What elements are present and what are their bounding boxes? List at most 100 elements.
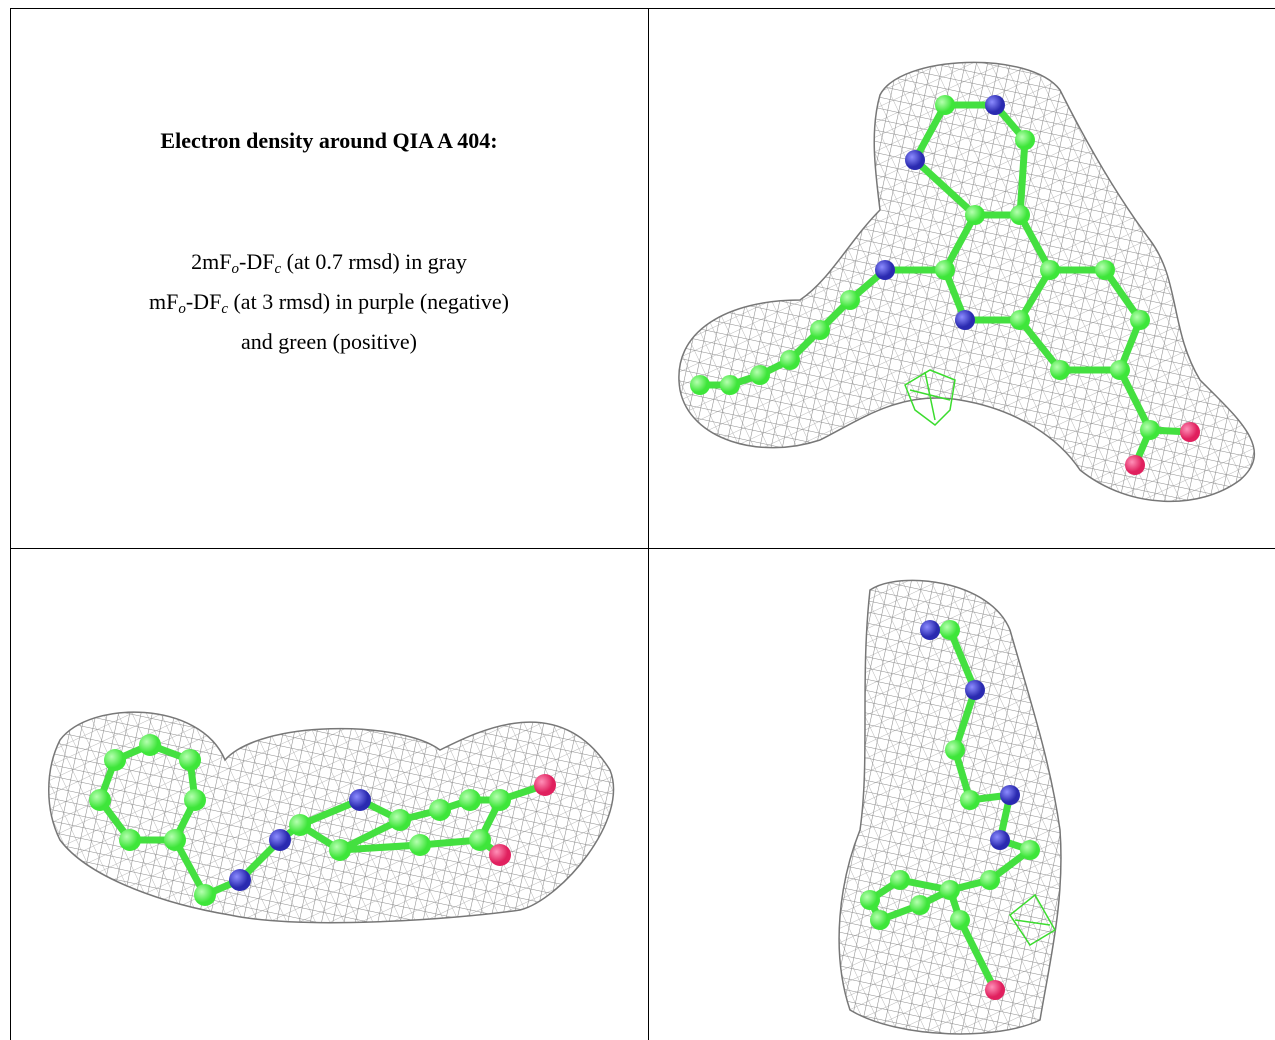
table-border xyxy=(10,8,1275,9)
atom xyxy=(289,814,311,836)
bond xyxy=(336,816,404,854)
subscript: c xyxy=(274,261,282,277)
atom xyxy=(139,734,161,756)
atom xyxy=(1180,422,1200,442)
atom xyxy=(469,829,491,851)
atom xyxy=(1110,360,1130,380)
atom xyxy=(940,880,960,900)
atom xyxy=(965,205,985,225)
atom xyxy=(194,884,216,906)
density-mesh xyxy=(838,579,1062,1035)
atom xyxy=(1125,455,1145,475)
caption-title: Electron density around QIA A 404: xyxy=(160,128,498,153)
bond xyxy=(336,841,424,854)
atom xyxy=(1010,310,1030,330)
atom xyxy=(960,790,980,810)
difference-density xyxy=(1008,893,1057,947)
table-border xyxy=(10,8,11,1040)
atom xyxy=(119,829,141,851)
atom xyxy=(985,95,1005,115)
atom xyxy=(810,320,830,340)
atom xyxy=(1010,205,1030,225)
bond xyxy=(911,156,979,219)
table-border xyxy=(10,548,1275,549)
atom xyxy=(890,870,910,890)
text: (at 3 rmsd) in purple (negative) xyxy=(227,289,509,314)
atom xyxy=(459,789,481,811)
bond xyxy=(951,686,979,754)
subscript: c xyxy=(221,301,228,317)
bond xyxy=(956,916,999,994)
atom xyxy=(1050,360,1070,380)
atom xyxy=(945,740,965,760)
atom xyxy=(750,365,770,385)
atom xyxy=(875,260,895,280)
atom xyxy=(1000,785,1020,805)
text: (at 0.7 rmsd) in gray xyxy=(281,249,467,274)
atom xyxy=(955,310,975,330)
atom xyxy=(860,890,880,910)
atom xyxy=(489,844,511,866)
difference-density xyxy=(904,369,956,426)
caption-line: and green (positive) xyxy=(10,322,648,362)
text: -DF xyxy=(185,289,222,314)
text: mF xyxy=(149,289,179,314)
atom xyxy=(935,95,955,115)
bond xyxy=(1016,316,1064,374)
bond xyxy=(946,626,979,694)
atom xyxy=(870,910,890,930)
density-mesh xyxy=(678,61,1256,503)
caption-line: mFo-DFc (at 3 rmsd) in purple (negative) xyxy=(10,282,648,322)
atom xyxy=(950,910,970,930)
bond xyxy=(941,211,979,274)
atom xyxy=(164,829,186,851)
atom xyxy=(905,150,925,170)
molecule-images xyxy=(48,61,1256,1035)
atom xyxy=(89,789,111,811)
atom xyxy=(489,789,511,811)
caption-line: 2mFo-DFc (at 0.7 rmsd) in gray xyxy=(10,242,648,282)
atom xyxy=(269,829,291,851)
atom xyxy=(965,680,985,700)
atom xyxy=(720,375,740,395)
atom xyxy=(1040,260,1060,280)
atom xyxy=(780,350,800,370)
atom xyxy=(389,809,411,831)
atom xyxy=(840,290,860,310)
bond xyxy=(1101,266,1144,324)
bond xyxy=(1016,211,1054,274)
atom xyxy=(920,620,940,640)
atom xyxy=(1020,840,1040,860)
text: and green (positive) xyxy=(241,329,417,354)
atom xyxy=(429,799,451,821)
bond xyxy=(1016,136,1029,219)
text: -DF xyxy=(239,249,275,274)
table-border xyxy=(648,8,649,1040)
atom xyxy=(349,789,371,811)
atom xyxy=(534,774,556,796)
atom xyxy=(179,749,201,771)
atom xyxy=(690,375,710,395)
atom xyxy=(990,830,1010,850)
density-mesh xyxy=(48,711,615,924)
subscript: o xyxy=(178,301,186,317)
atom xyxy=(980,870,1000,890)
bond xyxy=(1116,366,1154,434)
caption-lines: 2mFo-DFc (at 0.7 rmsd) in gray mFo-DFc (… xyxy=(10,242,648,362)
atom xyxy=(1140,420,1160,440)
atom xyxy=(229,869,251,891)
atom xyxy=(184,789,206,811)
bond xyxy=(911,101,949,164)
text: 2mF xyxy=(191,249,232,274)
subscript: o xyxy=(231,261,240,277)
atom xyxy=(935,260,955,280)
atom xyxy=(1015,130,1035,150)
atom xyxy=(985,980,1005,1000)
atom xyxy=(1130,310,1150,330)
atom xyxy=(1095,260,1115,280)
atom xyxy=(104,749,126,771)
atom xyxy=(409,834,431,856)
atom xyxy=(329,839,351,861)
